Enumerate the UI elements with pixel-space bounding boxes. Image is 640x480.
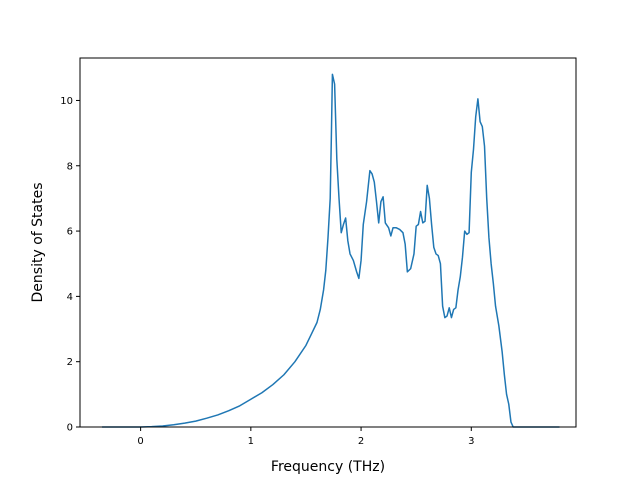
y-tick-label: 4 <box>67 292 73 303</box>
x-tick-label: 1 <box>248 436 254 447</box>
y-tick-label: 6 <box>67 227 73 238</box>
y-tick-label: 0 <box>67 423 73 434</box>
x-axis-label: Frequency (THz) <box>271 459 385 475</box>
x-tick-label: 3 <box>468 436 474 447</box>
y-tick-label: 2 <box>67 357 73 368</box>
x-tick-label: 2 <box>358 436 364 447</box>
y-tick-label: 8 <box>67 161 73 172</box>
plot-frame <box>79 57 577 428</box>
y-tick-label: 10 <box>60 96 73 107</box>
tick-layer: 0 1 2 3 0 2 4 6 8 10 <box>60 96 474 447</box>
y-axis-label: Density of States <box>30 183 46 303</box>
series-layer <box>102 73 560 428</box>
x-tick-label: 0 <box>137 436 143 447</box>
dos-series-line-0 <box>102 73 560 428</box>
